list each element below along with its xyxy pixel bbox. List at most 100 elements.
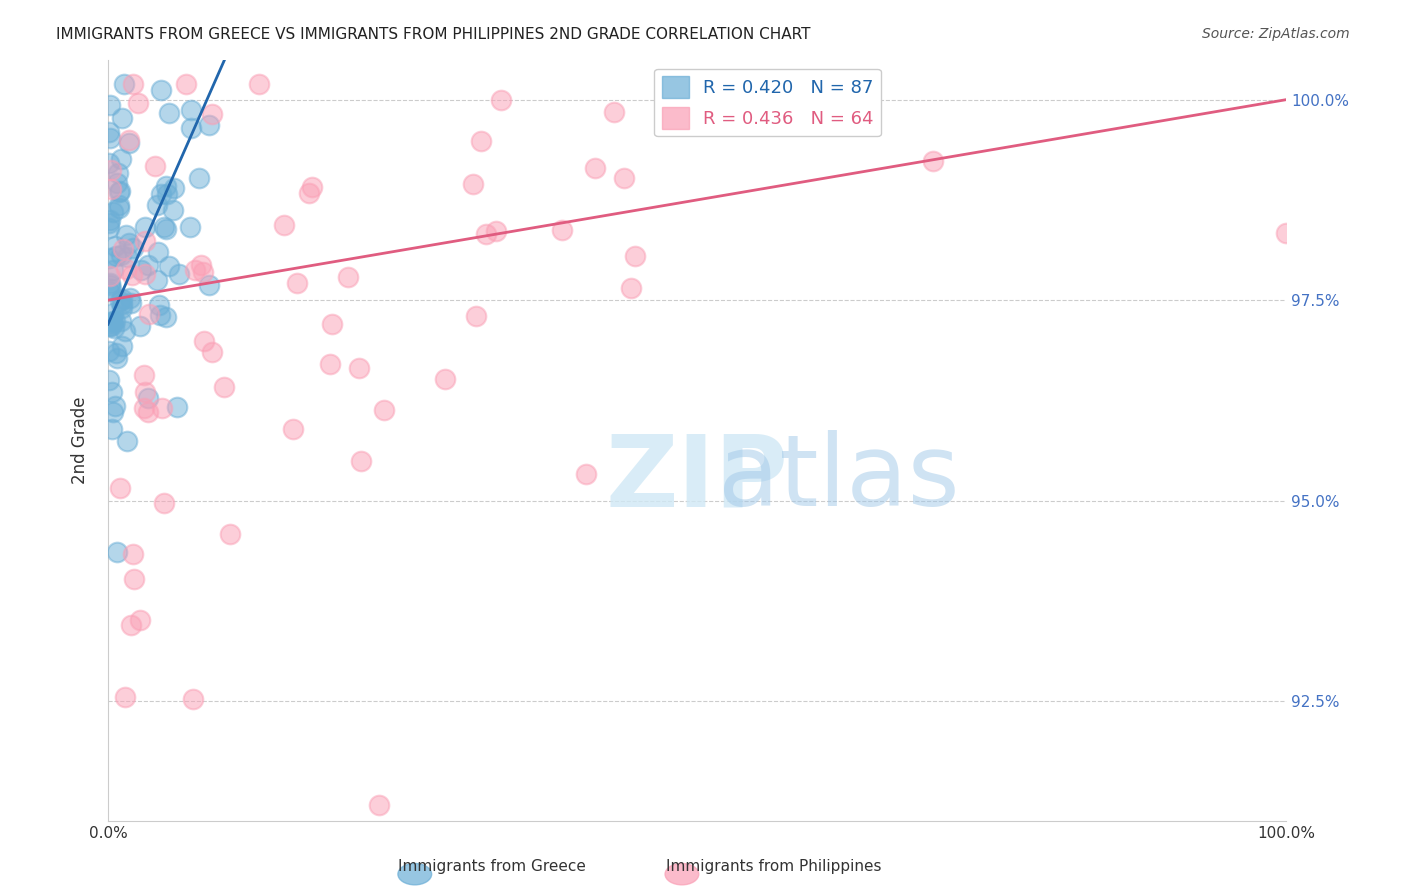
Point <box>347 361 370 376</box>
Point <box>285 276 308 290</box>
Point <box>103 320 125 334</box>
Point <box>122 572 145 586</box>
Circle shape <box>665 863 699 885</box>
Text: atlas: atlas <box>717 430 959 527</box>
Point <box>583 161 606 176</box>
Point <box>104 314 127 328</box>
Point <box>111 293 134 307</box>
Point <box>273 219 295 233</box>
Point <box>176 77 198 91</box>
Point <box>110 481 132 495</box>
Point <box>157 105 180 120</box>
Point <box>108 185 131 199</box>
Point <box>200 345 222 359</box>
Point <box>602 104 624 119</box>
Circle shape <box>398 863 432 885</box>
Point <box>149 309 172 323</box>
Point <box>104 239 127 253</box>
Point <box>190 258 212 272</box>
Point <box>138 391 160 405</box>
Text: Source: ZipAtlas.com: Source: ZipAtlas.com <box>1202 27 1350 41</box>
Point <box>485 224 508 238</box>
Point <box>188 171 211 186</box>
Point <box>475 227 498 241</box>
Point <box>98 318 121 333</box>
Text: Immigrants from Greece: Immigrants from Greece <box>398 859 586 874</box>
Point <box>111 242 134 256</box>
Point <box>434 372 457 386</box>
Point <box>118 291 141 305</box>
Point <box>111 297 134 311</box>
Point <box>1275 226 1298 240</box>
Point <box>103 305 125 319</box>
Point <box>100 182 122 196</box>
Point <box>105 351 128 366</box>
Y-axis label: 2nd Grade: 2nd Grade <box>72 397 89 484</box>
Point <box>150 82 173 96</box>
Point <box>98 156 121 170</box>
Point <box>98 276 121 290</box>
Point <box>247 77 270 91</box>
Point <box>198 118 221 132</box>
Point <box>118 136 141 150</box>
Point <box>100 282 122 296</box>
Point <box>193 334 215 348</box>
Point <box>98 221 121 235</box>
Point <box>157 259 180 273</box>
Point <box>120 296 142 310</box>
Point <box>101 314 124 328</box>
Point <box>103 262 125 277</box>
Point <box>108 294 131 309</box>
Point <box>118 133 141 147</box>
Point <box>201 107 224 121</box>
Point <box>321 317 343 331</box>
Point <box>98 373 121 387</box>
Point <box>283 422 305 436</box>
Point <box>180 121 202 136</box>
Point <box>98 343 121 358</box>
Point <box>112 77 135 91</box>
Point <box>134 385 156 400</box>
Point <box>108 198 131 212</box>
Point <box>301 180 323 194</box>
Point <box>136 405 159 419</box>
Point <box>470 134 492 148</box>
Point <box>103 314 125 328</box>
Point <box>110 248 132 262</box>
Point <box>146 198 169 212</box>
Point <box>162 203 184 218</box>
Point <box>155 178 177 193</box>
Point <box>98 285 121 299</box>
Point <box>115 261 138 276</box>
Point <box>298 186 321 200</box>
Point <box>149 187 172 202</box>
Point <box>336 269 359 284</box>
Point <box>98 98 121 112</box>
Point <box>121 268 143 283</box>
Point <box>155 310 177 324</box>
Point <box>143 159 166 173</box>
Point <box>105 545 128 559</box>
Point <box>104 399 127 413</box>
Point <box>100 384 122 399</box>
Point <box>105 249 128 263</box>
Point <box>107 166 129 180</box>
Point <box>921 154 943 169</box>
Point <box>373 403 395 417</box>
Point <box>98 251 121 265</box>
Point <box>105 346 128 360</box>
Point <box>624 249 647 263</box>
Point <box>148 298 170 312</box>
Point <box>167 267 190 281</box>
Point <box>155 222 177 236</box>
Point <box>465 309 488 323</box>
Point <box>110 184 132 198</box>
Point <box>98 131 121 145</box>
Point <box>134 219 156 234</box>
Text: IMMIGRANTS FROM GREECE VS IMMIGRANTS FROM PHILIPPINES 2ND GRADE CORRELATION CHAR: IMMIGRANTS FROM GREECE VS IMMIGRANTS FRO… <box>56 27 811 42</box>
Point <box>98 212 121 227</box>
Point <box>132 401 155 415</box>
Point <box>129 263 152 277</box>
Point <box>319 357 342 371</box>
Point <box>219 526 242 541</box>
